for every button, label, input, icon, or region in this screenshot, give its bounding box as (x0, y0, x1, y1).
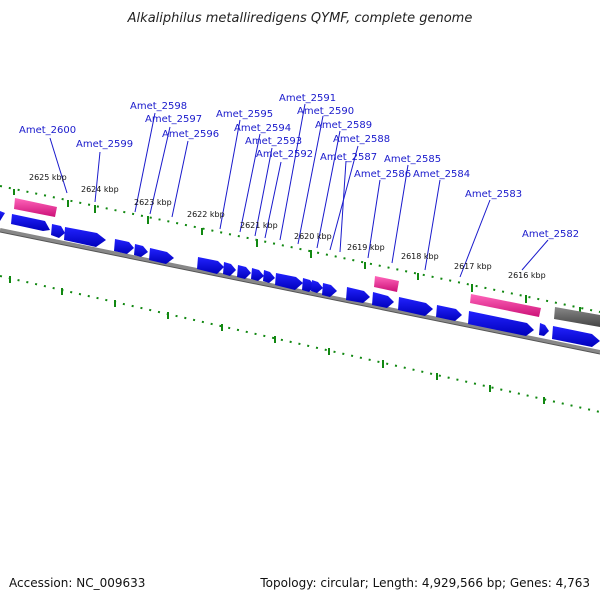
kbp-label: 2625 kbp (29, 173, 67, 182)
kbp-label: 2624 kbp (81, 185, 119, 194)
gene-arrow (372, 292, 394, 308)
gene-label: Amet_2591 (279, 93, 336, 104)
gene-arrow (0, 211, 5, 221)
gene-label: Amet_2599 (76, 139, 133, 150)
gene-label: Amet_2598 (130, 101, 187, 112)
kbp-label: 2621 kbp (240, 221, 278, 230)
map-title: Alkaliphilus metalliredigens QYMF, compl… (127, 11, 473, 26)
gene-label: Amet_2596 (162, 129, 219, 140)
highlight-genes (14, 198, 600, 327)
gene-arrow (322, 283, 337, 297)
gene-label: Amet_2595 (216, 109, 273, 120)
gene-label: Amet_2588 (333, 134, 390, 145)
gene-arrow (275, 273, 303, 290)
gene-highlight (374, 276, 399, 292)
gene-arrow (149, 248, 174, 264)
gene-arrow (436, 305, 462, 321)
kbp-label: 2622 kbp (187, 210, 225, 219)
gene-arrow (398, 297, 433, 316)
gene-highlight (470, 294, 541, 317)
gene-other (554, 307, 600, 327)
gene-label: Amet_2582 (522, 229, 579, 240)
genome-backbone (0, 228, 600, 355)
gene-label: Amet_2585 (384, 154, 441, 165)
gene-arrow (251, 268, 264, 281)
gene-label: Amet_2587 (320, 152, 377, 163)
scale-labels: 2625 kbp 2624 kbp 2623 kbp 2622 kbp 2621… (29, 173, 546, 280)
gene-labels: Amet_2600 Amet_2599 Amet_2598 Amet_2597 … (19, 93, 579, 240)
gene-highlight (14, 198, 57, 217)
gene-label: Amet_2594 (234, 123, 291, 134)
gene-label: Amet_2584 (413, 169, 470, 180)
gene-arrow (134, 244, 148, 257)
label-leaders (49, 103, 549, 278)
gene-arrow (539, 323, 549, 336)
inner-scale (0, 275, 600, 413)
gene-label: Amet_2589 (315, 120, 372, 131)
gene-arrow (263, 270, 275, 283)
kbp-label: 2619 kbp (347, 243, 385, 252)
gene-label: Amet_2593 (245, 136, 302, 147)
kbp-label: 2623 kbp (134, 198, 172, 207)
gene-label: Amet_2583 (465, 189, 522, 200)
kbp-label: 2616 kbp (508, 271, 546, 280)
gene-arrow (114, 239, 134, 254)
gene-arrow (64, 227, 106, 247)
gene-arrow (11, 214, 50, 231)
gene-label: Amet_2600 (19, 125, 76, 136)
gene-label: Amet_2597 (145, 114, 202, 125)
gene-arrow (346, 287, 370, 303)
gene-arrow (223, 262, 236, 276)
gene-label: Amet_2590 (297, 106, 354, 117)
topology-text: Topology: circular; Length: 4,929,566 bp… (259, 576, 590, 590)
kbp-label: 2618 kbp (401, 252, 439, 261)
gene-arrow (51, 224, 65, 238)
forward-genes (0, 211, 600, 347)
kbp-label: 2620 kbp (294, 232, 332, 241)
gene-arrow (552, 326, 600, 347)
gene-label: Amet_2586 (354, 169, 411, 180)
outer-scale (0, 185, 600, 314)
gene-label: Amet_2592 (256, 149, 313, 160)
kbp-label: 2617 kbp (454, 262, 492, 271)
gene-arrow (468, 311, 534, 336)
gene-arrow (197, 257, 224, 274)
gene-arrow (311, 280, 323, 293)
gene-arrow (237, 265, 251, 279)
accession-text: Accession: NC_009633 (9, 576, 145, 590)
